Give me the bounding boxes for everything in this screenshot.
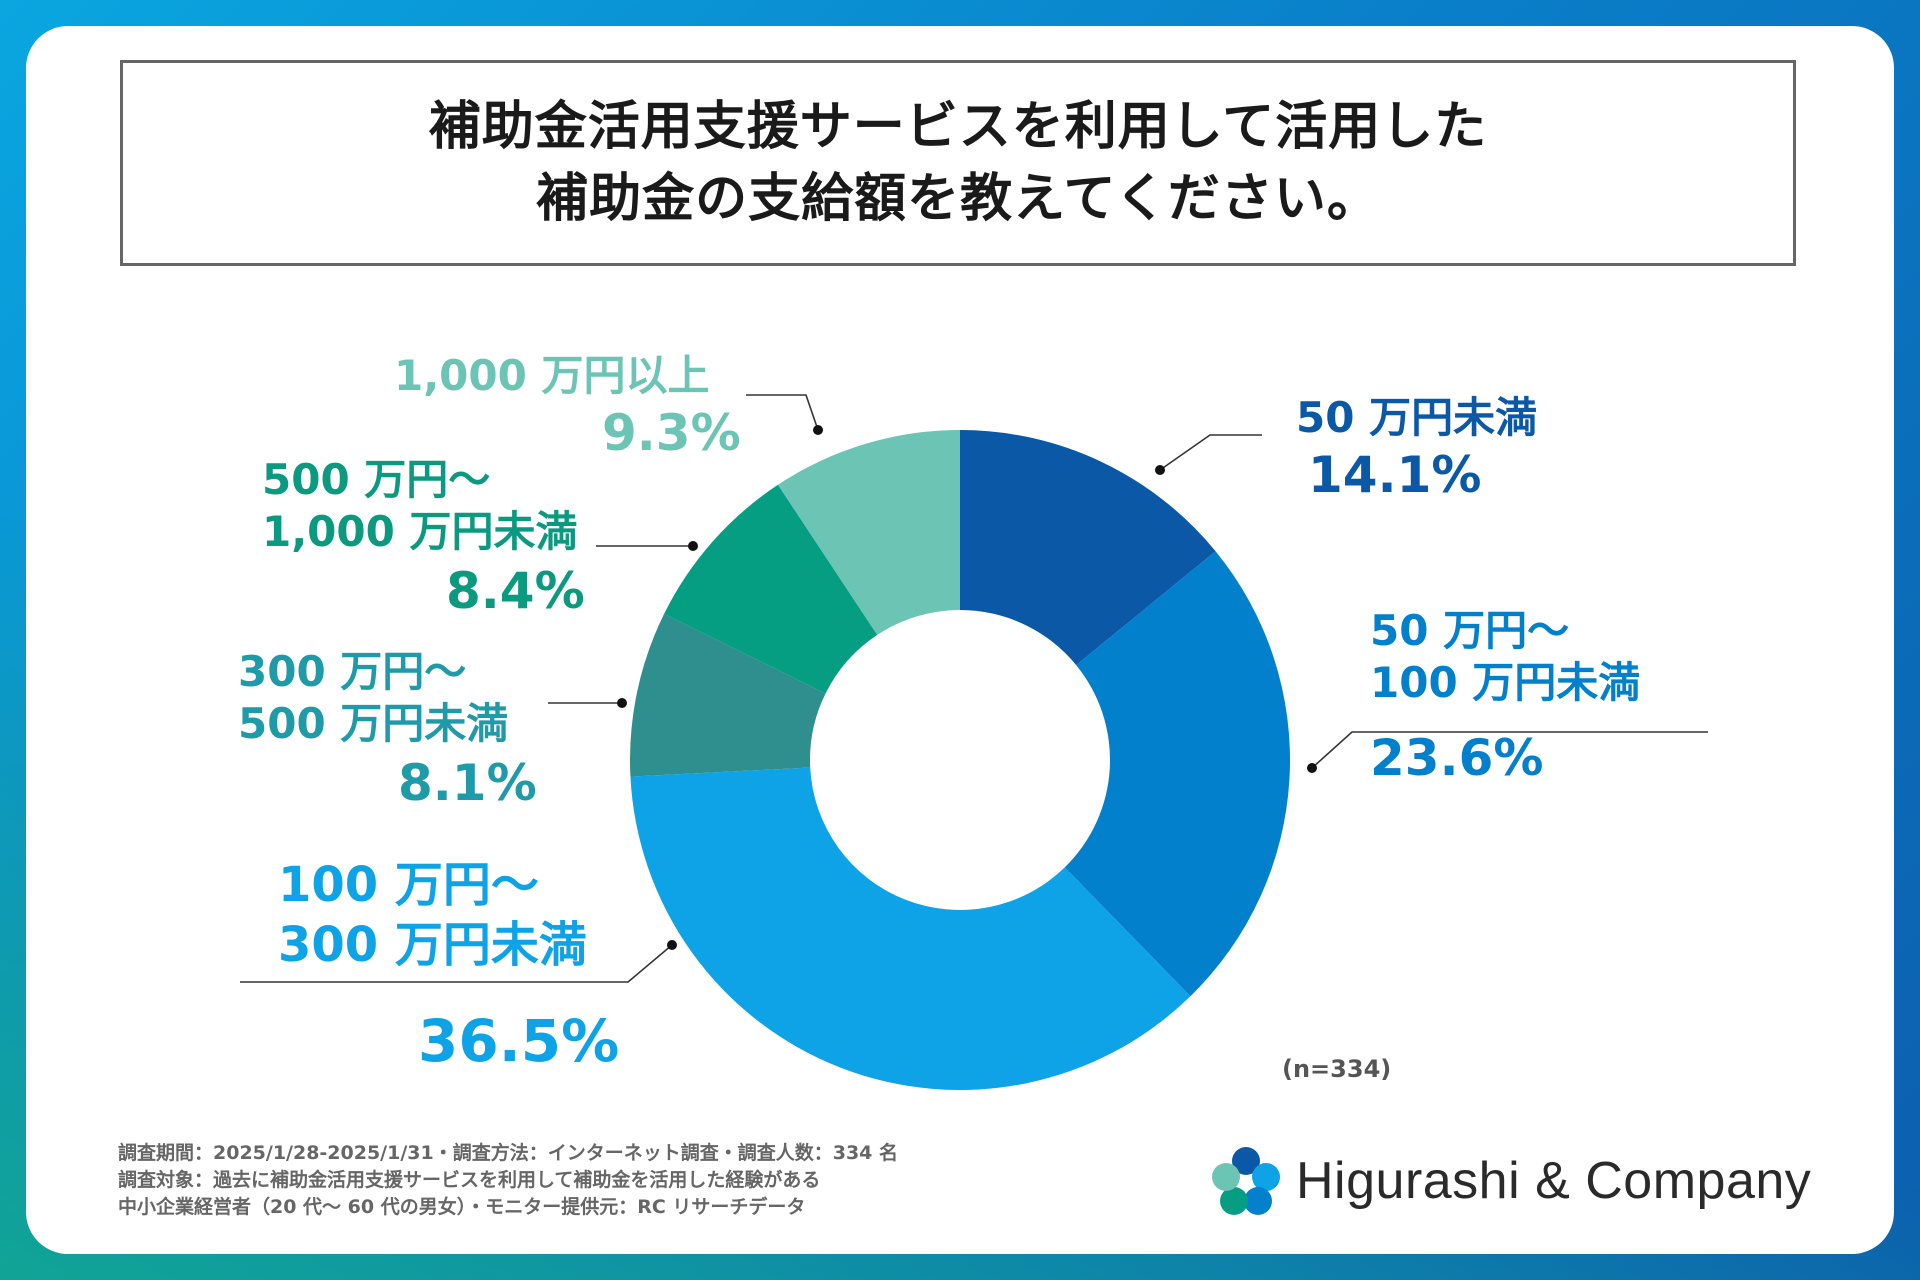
leader-dot-1 [1307, 763, 1317, 773]
title-line-1: 補助金活用支援サービスを利用して活用した [428, 97, 1488, 157]
label-500-1000: 500 万円～ 1,000 万円未満 8.4% [262, 454, 585, 622]
label-100-300: 100 万円～ 300 万円未満 36.5% [278, 855, 619, 1077]
label-under-50: 50 万円未満 14.1% [1296, 392, 1537, 506]
leader-line-1 [1311, 731, 1708, 769]
leader-dot-3 [617, 698, 627, 708]
leader-dot-4 [688, 541, 698, 551]
donut-slice-0 [960, 430, 1216, 666]
leader-line-4 [596, 545, 696, 548]
leader-line-5 [746, 394, 819, 431]
title-line-2: 補助金の支給額を教えてください。 [536, 169, 1380, 229]
slice-3-category-a: 300 万円～ [238, 647, 467, 696]
sample-size: (n=334) [1282, 1055, 1392, 1083]
slice-2-category-a: 100 万円～ [278, 857, 539, 913]
slice-3-category-b: 500 万円未満 [238, 699, 509, 748]
leader-line-0 [1159, 434, 1262, 471]
donut-slice-3 [630, 613, 826, 777]
slice-1-category-a: 50 万円～ [1370, 606, 1570, 655]
survey-footnote: 調査期間：2025/1/28-2025/1/31・調査方法：インターネット調査・… [118, 1140, 898, 1221]
slice-5-percent: 9.3% [602, 404, 741, 462]
title-box: 補助金活用支援サービスを利用して活用した 補助金の支給額を教えてください。 [120, 60, 1796, 266]
leader-dot-2 [667, 940, 677, 950]
leader-line-2 [240, 944, 673, 983]
donut-slice-2 [630, 767, 1191, 1090]
label-over-1000: 1,000 万円以上 9.3% [394, 350, 741, 464]
donut-slice-4 [664, 484, 878, 694]
slice-0-percent: 14.1% [1308, 446, 1482, 504]
footnote-line-3: 中小企業経営者（20 代～ 60 代の男女）・モニター提供元：RC リサーチデー… [118, 1196, 806, 1218]
leader-dot-0 [1155, 465, 1165, 475]
donut-slice-5 [777, 430, 960, 635]
brand-name: Higurashi & Company [1296, 1152, 1812, 1210]
brand-logo: Higurashi & Company [1210, 1145, 1811, 1217]
slice-5-category: 1,000 万円以上 [394, 351, 710, 400]
slice-4-category-b: 1,000 万円未満 [262, 507, 578, 556]
slice-0-category: 50 万円未満 [1296, 393, 1538, 442]
donut-slice-1 [1064, 551, 1290, 997]
leader-dot-5 [813, 425, 823, 435]
slice-2-category-b: 300 万円未満 [278, 917, 587, 973]
flower-logo-icon [1212, 1147, 1280, 1215]
slice-4-percent: 8.4% [446, 562, 585, 620]
slice-1-category-b: 100 万円未満 [1370, 658, 1641, 707]
footnote-line-2: 調査対象：過去に補助金活用支援サービスを利用して補助金を活用した経験がある [118, 1169, 821, 1191]
slice-1-percent: 23.6% [1370, 729, 1544, 787]
slice-4-category-a: 500 万円～ [262, 455, 491, 504]
slice-2-percent: 36.5% [418, 1007, 620, 1075]
label-300-500: 300 万円～ 500 万円未満 8.1% [238, 646, 537, 814]
slice-3-percent: 8.1% [398, 754, 537, 812]
label-50-100: 50 万円～ 100 万円未満 23.6% [1370, 605, 1640, 789]
footnote-line-1: 調査期間：2025/1/28-2025/1/31・調査方法：インターネット調査・… [118, 1142, 899, 1164]
